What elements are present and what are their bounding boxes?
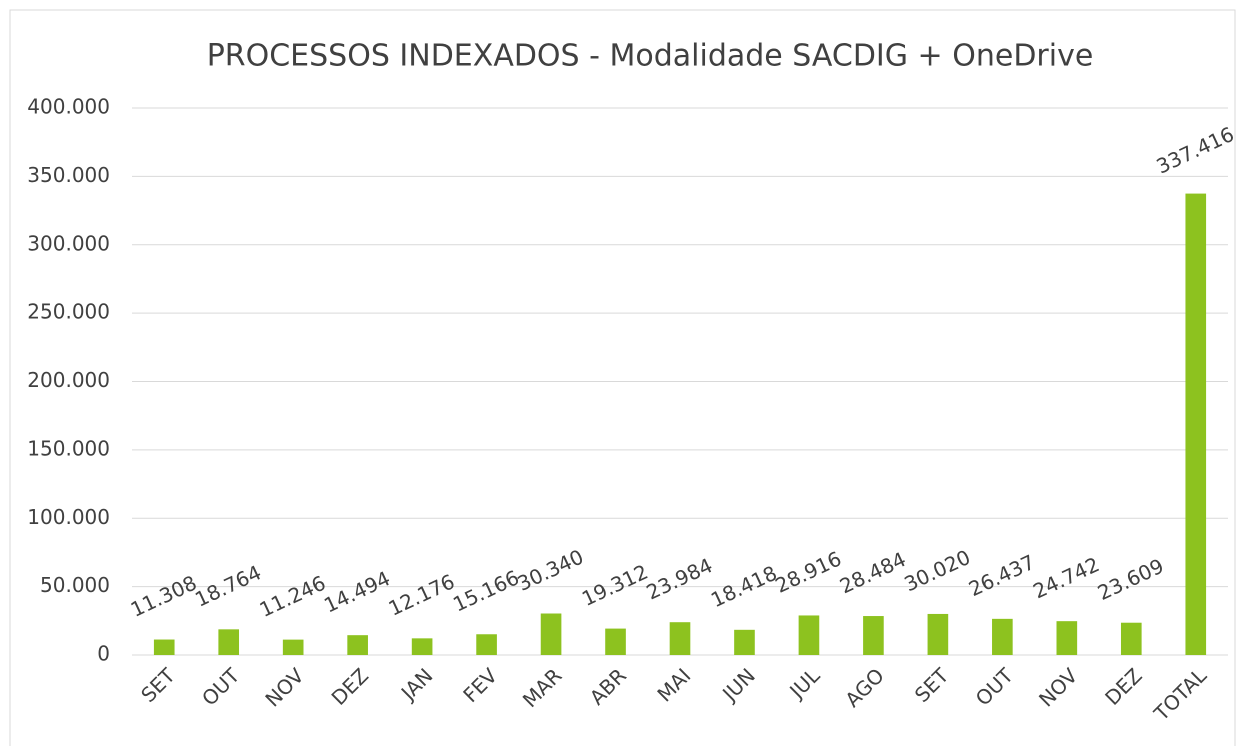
chart-title: PROCESSOS INDEXADOS - Modalidade SACDIG … (207, 39, 1094, 74)
chart-frame (9, 9, 1236, 746)
bar (863, 616, 884, 655)
bar (411, 638, 433, 655)
y-tick-label: 400.000 (27, 95, 110, 119)
bar (734, 629, 755, 655)
bar (476, 634, 497, 655)
y-tick-label: 350.000 (27, 163, 110, 187)
bar (1185, 193, 1207, 655)
bar (927, 613, 949, 655)
bar (1120, 622, 1142, 655)
y-tick-label: 250.000 (27, 300, 110, 324)
bar (798, 615, 820, 655)
y-tick-label: 150.000 (27, 436, 110, 460)
bar (540, 613, 562, 655)
y-tick-label: 200.000 (27, 368, 110, 392)
bar (992, 618, 1013, 655)
y-tick-label: 0 (97, 642, 110, 666)
bar (669, 622, 691, 655)
y-tick-label: 100.000 (27, 505, 110, 529)
bar (218, 629, 240, 655)
bar (282, 639, 304, 655)
bar (605, 628, 626, 655)
bar (153, 639, 175, 655)
y-tick-label: 300.000 (27, 231, 110, 255)
bar (1056, 621, 1078, 655)
y-tick-label: 50.000 (40, 573, 110, 597)
bar (347, 635, 368, 655)
